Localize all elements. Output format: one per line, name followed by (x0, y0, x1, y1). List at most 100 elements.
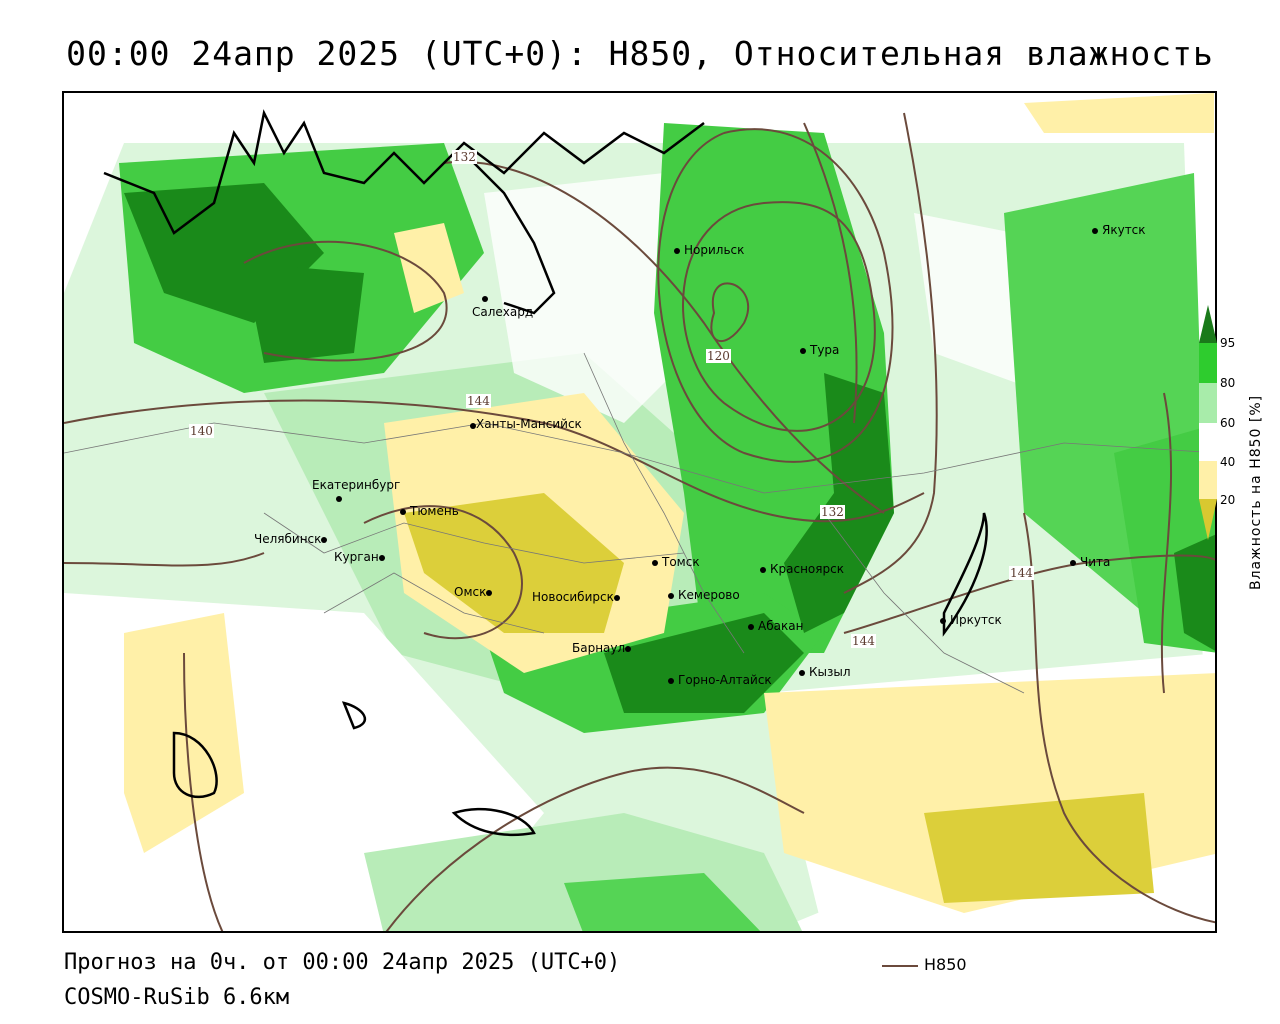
city-dot-icon (748, 623, 754, 630)
lake-baikal-outline (942, 512, 988, 637)
colorbar-tick: 80 (1220, 376, 1236, 390)
contour-label: 144 (851, 634, 876, 648)
dry-field-light (394, 223, 464, 313)
city-dot-icon (482, 295, 488, 302)
city-dot-icon (799, 669, 805, 676)
legend: H850 (882, 955, 967, 974)
city-label: Тюмень (400, 504, 459, 518)
h850-contour-line (1160, 392, 1173, 694)
admin-border (583, 352, 745, 654)
contour-label: 144 (466, 394, 491, 408)
colorbar-title: Влажность на H850 [%] (1248, 394, 1264, 590)
city-dot-icon (652, 559, 658, 566)
coastline (172, 731, 218, 799)
city-label: Тура (800, 343, 839, 357)
city-label: Иркутск (940, 613, 1002, 627)
city-label-text: Ханты-Мансийск (476, 417, 582, 431)
humidity-field-white (484, 173, 704, 423)
city-label: Абакан (748, 619, 803, 633)
city-dot-icon (400, 508, 406, 515)
colorbar-tick: 40 (1220, 455, 1236, 469)
city-dot-icon (336, 495, 342, 502)
coastline (463, 152, 556, 315)
city-dot-icon (1070, 559, 1076, 566)
city-dot-icon (800, 347, 806, 354)
admin-borders (64, 352, 1215, 694)
city-dot-icon (613, 594, 620, 601)
colorbar-tick: 60 (1220, 416, 1236, 430)
city-label: Омск (454, 585, 496, 599)
h850-contour-line (1023, 512, 1215, 924)
city-dot-icon (1092, 227, 1098, 234)
h850-contour-line (243, 240, 448, 362)
city-dot-icon (940, 617, 946, 624)
city-dot-icon (321, 536, 328, 543)
city-dot-icon (674, 247, 680, 254)
city-dot-icon (668, 592, 674, 599)
city-dot (336, 491, 346, 505)
map-area: Якутск Норильск Салехард Тура Ханты-Манс… (62, 91, 1217, 933)
coastline (341, 701, 367, 730)
humidity-map (64, 93, 1215, 931)
admin-border (823, 512, 1025, 694)
admin-border (263, 512, 685, 564)
city-label: Норильск (674, 243, 744, 257)
city-label: Барнаул (572, 641, 635, 655)
city-dot-icon (668, 677, 674, 684)
city-label: Новосибирск (532, 590, 624, 604)
coastlines (103, 109, 988, 837)
city-label (470, 418, 480, 432)
coastline (451, 807, 536, 837)
h850-contour-line (64, 552, 265, 567)
dry-field-olive (924, 793, 1154, 903)
city-label-text: Салехард (472, 305, 534, 319)
colorbar-scale (1199, 305, 1217, 540)
legend-line-icon (882, 964, 918, 967)
dry-field-olive (404, 493, 624, 633)
city-label: Кемерово (668, 588, 740, 602)
colorbar-segment (1199, 423, 1217, 461)
colorbar-segment (1199, 383, 1217, 423)
dry-field-light (1024, 93, 1214, 133)
contour-label: 132 (820, 505, 845, 519)
city-label: Томск (652, 555, 700, 569)
h850-contour-line (682, 201, 876, 432)
city-label: Челябинск (254, 532, 331, 546)
humidity-field-dark (604, 613, 804, 713)
coastline (103, 109, 705, 235)
h850-contours (64, 112, 1215, 931)
map-title: 00:00 24апр 2025 (UTC+0): H850, Относите… (66, 34, 1214, 73)
colorbar-segment (1199, 499, 1217, 540)
admin-border (64, 422, 1215, 494)
city-label (482, 291, 492, 305)
city-label: Красноярск (760, 562, 844, 576)
city-label: Якутск (1092, 223, 1146, 237)
city-dot-icon (378, 554, 385, 561)
admin-border (323, 572, 545, 634)
colorbar-tick: 95 (1220, 336, 1236, 350)
contour-label: 132 (452, 150, 477, 164)
forecast-info: Прогноз на 0ч. от 00:00 24апр 2025 (UTC+… (64, 950, 621, 975)
h850-contour-line (183, 652, 224, 931)
humidity-field-dark (1174, 534, 1215, 651)
h850-contour-line (64, 399, 925, 523)
colorbar-segment (1199, 461, 1217, 499)
city-label: Чита (1070, 555, 1110, 569)
legend-label: H850 (924, 955, 967, 974)
city-label: Кызыл (799, 665, 851, 679)
colorbar (1199, 305, 1217, 540)
colorbar-segment (1199, 343, 1217, 383)
city-dot-icon (470, 422, 476, 429)
h850-contour-line (443, 160, 885, 514)
humidity-field-dark (244, 263, 364, 363)
city-dot-icon (486, 589, 493, 596)
humidity-field-green (564, 873, 761, 931)
city-label: Курган (334, 550, 389, 564)
city-dot-icon (760, 566, 766, 573)
city-label: Горно-Алтайск (668, 673, 772, 687)
h850-contour-line (363, 505, 523, 640)
contour-label: 140 (189, 424, 214, 438)
h850-contour-line (803, 122, 858, 424)
colorbar-tick: 20 (1220, 493, 1236, 507)
colorbar-segment (1199, 305, 1217, 343)
